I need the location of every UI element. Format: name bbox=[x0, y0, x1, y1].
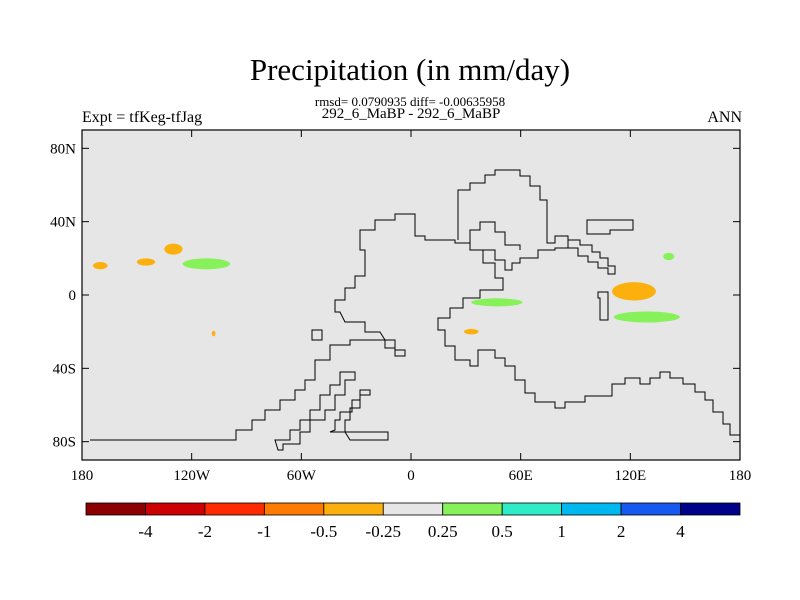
coastline-siberian-island bbox=[586, 219, 634, 235]
experiment-label: Expt = tfKeg-tfJag bbox=[82, 109, 203, 126]
x-tick-label: 180 bbox=[71, 468, 94, 484]
y-axis: 80N 40N 0 40S 80S bbox=[50, 141, 740, 451]
colorbar-label: 0.5 bbox=[492, 522, 513, 541]
coastline-americas bbox=[90, 213, 740, 441]
colorbar-label: 4 bbox=[676, 522, 685, 541]
patch-east-pacific-wet bbox=[182, 258, 231, 270]
colorbar-box bbox=[442, 502, 503, 516]
x-tick-label: 120W bbox=[173, 468, 211, 484]
colorbar-box bbox=[85, 502, 146, 516]
patch-south-pacific-small bbox=[211, 330, 216, 337]
coastline-andes bbox=[311, 329, 323, 341]
map-frame bbox=[81, 129, 741, 461]
anomaly-patches bbox=[92, 243, 680, 337]
y-tick-label: 40N bbox=[50, 215, 76, 231]
patch-north-pacific-wet bbox=[663, 252, 675, 261]
y-tick-label: 40S bbox=[53, 361, 76, 377]
coastline-eurasia bbox=[457, 169, 616, 275]
patch-west-pacific-wet bbox=[613, 311, 680, 323]
colorbar-box bbox=[680, 502, 741, 516]
coastline-south-america-east bbox=[329, 389, 389, 441]
map-subtitle: 292_6_MaBP - 292_6_MaBP bbox=[321, 106, 501, 122]
x-tick-label: 60E bbox=[509, 468, 533, 484]
coastline-mediterranean bbox=[469, 221, 521, 250]
colorbar-box bbox=[620, 502, 681, 516]
x-tick-label: 60W bbox=[287, 468, 317, 484]
coastline-south-america-west bbox=[274, 371, 356, 451]
x-tick-label: 180 bbox=[729, 468, 752, 484]
map-title: Precipitation (in mm/day) bbox=[249, 52, 571, 87]
y-tick-label: 0 bbox=[69, 288, 77, 304]
colorbar-label: -2 bbox=[198, 522, 212, 541]
colorbar-label: -0.25 bbox=[366, 522, 401, 541]
colorbar-box bbox=[501, 502, 563, 516]
continent-outlines bbox=[90, 169, 740, 451]
patch-dateline-north bbox=[92, 262, 108, 270]
y-tick-label: 80S bbox=[53, 435, 76, 451]
season-label: ANN bbox=[707, 109, 742, 126]
x-tick-label: 120E bbox=[614, 468, 646, 484]
colorbar-label: -1 bbox=[257, 522, 271, 541]
colorbar-box bbox=[204, 502, 265, 516]
patch-indian-ocean-wet bbox=[471, 298, 523, 307]
patch-central-pacific-mid bbox=[136, 258, 156, 266]
colorbar-box bbox=[145, 502, 206, 516]
colorbar-label: 0.25 bbox=[428, 522, 458, 541]
colorbar-label: -4 bbox=[138, 522, 153, 541]
colorbar-box bbox=[263, 502, 325, 516]
patch-west-pacific-dry bbox=[612, 282, 656, 301]
colorbar-label: -0.5 bbox=[310, 522, 337, 541]
colorbar: -4 -2 -1 -0.5 -0.25 0.25 0.5 1 2 4 bbox=[85, 502, 741, 541]
coastline-maritime-islands bbox=[597, 291, 609, 321]
patch-central-pacific-north bbox=[164, 243, 183, 255]
patch-indian-ocean-dry bbox=[464, 328, 479, 335]
colorbar-box bbox=[561, 502, 622, 516]
colorbar-label: 1 bbox=[557, 522, 566, 541]
stats-text: rmsd= 0.0790935 diff= -0.00635958 bbox=[314, 94, 506, 109]
colorbar-box bbox=[382, 502, 444, 516]
colorbar-box bbox=[323, 502, 384, 516]
colorbar-label: 2 bbox=[617, 522, 626, 541]
y-tick-label: 80N bbox=[50, 141, 76, 157]
x-tick-label: 0 bbox=[407, 468, 415, 484]
